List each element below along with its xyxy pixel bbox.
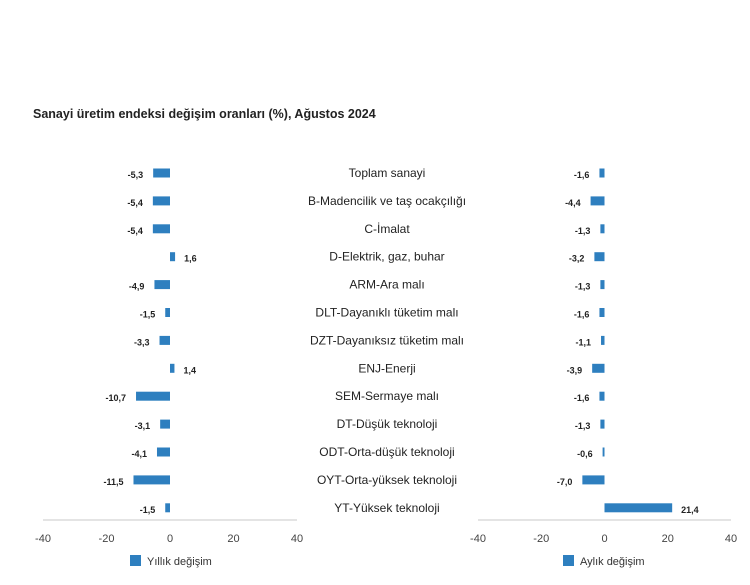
legend-label: Yıllık değişim [147,556,212,568]
data-label: -4,4 [565,198,581,208]
bar [152,196,170,206]
data-label: -3,1 [135,421,151,431]
data-label: -1,3 [575,421,591,431]
bar [594,252,605,262]
annual-change-panel: -40 -20 0 20 40 -5,3 -5,4 -5,4 1,6 -4,9 -1,5 -3,3 1,… [35,168,303,568]
data-label: -3,9 [567,365,583,375]
bar [152,224,170,234]
x-tick-label: -20 [533,533,549,545]
data-label: -1,6 [574,310,590,320]
bar [582,475,605,485]
data-label: -1,3 [575,282,591,292]
data-label: -1,6 [574,393,590,403]
legend-swatch [130,555,141,566]
category-label: B-Madencilik ve taş ocakçılığı [308,194,466,208]
bar [154,280,170,290]
data-label: -5,4 [127,226,143,236]
data-label: -11,5 [103,477,123,487]
bar [133,475,170,485]
category-label: DLT-Dayanıklı tüketim malı [315,306,458,320]
bar [160,419,170,429]
bar [601,335,605,345]
bar [600,224,605,234]
bar [604,503,673,513]
data-label: 1,6 [184,254,197,264]
x-tick-label: 20 [227,533,239,545]
category-label: ENJ-Enerji [358,361,415,375]
bar [136,391,170,401]
category-label: DZT-Dayanıksız tüketim malı [310,333,464,347]
data-label: -5,4 [127,198,143,208]
x-tick-label: 0 [167,533,173,545]
data-label: -1,5 [140,505,156,515]
monthly-change-panel: -40 -20 0 20 40 -1,6 -4,4 -1,3 -3,2 -1,3 -1,6 -1,1 -… [470,168,737,568]
data-label: -4,1 [131,449,147,459]
bar [592,363,605,373]
data-label: -3,2 [569,254,585,264]
category-label: D-Elektrik, gaz, buhar [329,250,444,264]
category-label: OYT-Orta-yüksek teknoloji [317,473,457,487]
data-label: -1,5 [140,310,156,320]
bar [599,308,605,317]
category-labels: Toplam sanayi B-Madencilik ve taş ocakçıl… [308,166,466,515]
x-tick-label: -40 [35,533,51,545]
bar [599,168,605,178]
category-label: SEM-Sermaye malı [335,389,439,403]
category-label: C-İmalat [364,222,410,236]
bar [600,419,605,429]
data-label: -3,3 [134,337,150,347]
data-label: -0,6 [577,449,593,459]
category-label: ODT-Orta-düşük teknoloji [319,445,454,459]
legend-label: Aylık değişim [580,556,645,568]
category-label: DT-Düşük teknoloji [337,417,438,431]
bar [599,391,605,401]
data-label: -1,3 [575,226,591,236]
data-label: 21,4 [681,505,699,515]
bar [153,168,170,178]
x-tick-label: 20 [662,533,674,545]
data-label: -4,9 [129,282,145,292]
bar [165,308,170,317]
data-label: -7,0 [557,477,573,487]
category-label: YT-Yüksek teknoloji [334,501,439,515]
bar [165,503,170,513]
data-label: -1,1 [576,337,592,347]
bar [170,252,176,262]
bar [170,363,175,373]
bar [156,447,170,457]
data-label: -5,3 [128,170,144,180]
x-tick-label: 40 [725,533,737,545]
data-label: -1,6 [574,170,590,180]
bar [600,280,605,290]
x-tick-label: 0 [601,533,607,545]
legend-swatch [563,555,574,566]
x-tick-label: -20 [99,533,115,545]
data-label: 1,4 [183,365,196,375]
x-tick-label: 40 [291,533,303,545]
bar [602,447,605,457]
x-tick-label: -40 [470,533,486,545]
category-label: ARM-Ara malı [349,278,424,292]
data-label: -10,7 [106,393,127,403]
bar [590,196,605,206]
bar [159,335,170,345]
category-label: Toplam sanayi [349,166,426,180]
chart-title: Sanayi üretim endeksi değişim oranları (… [33,107,376,121]
